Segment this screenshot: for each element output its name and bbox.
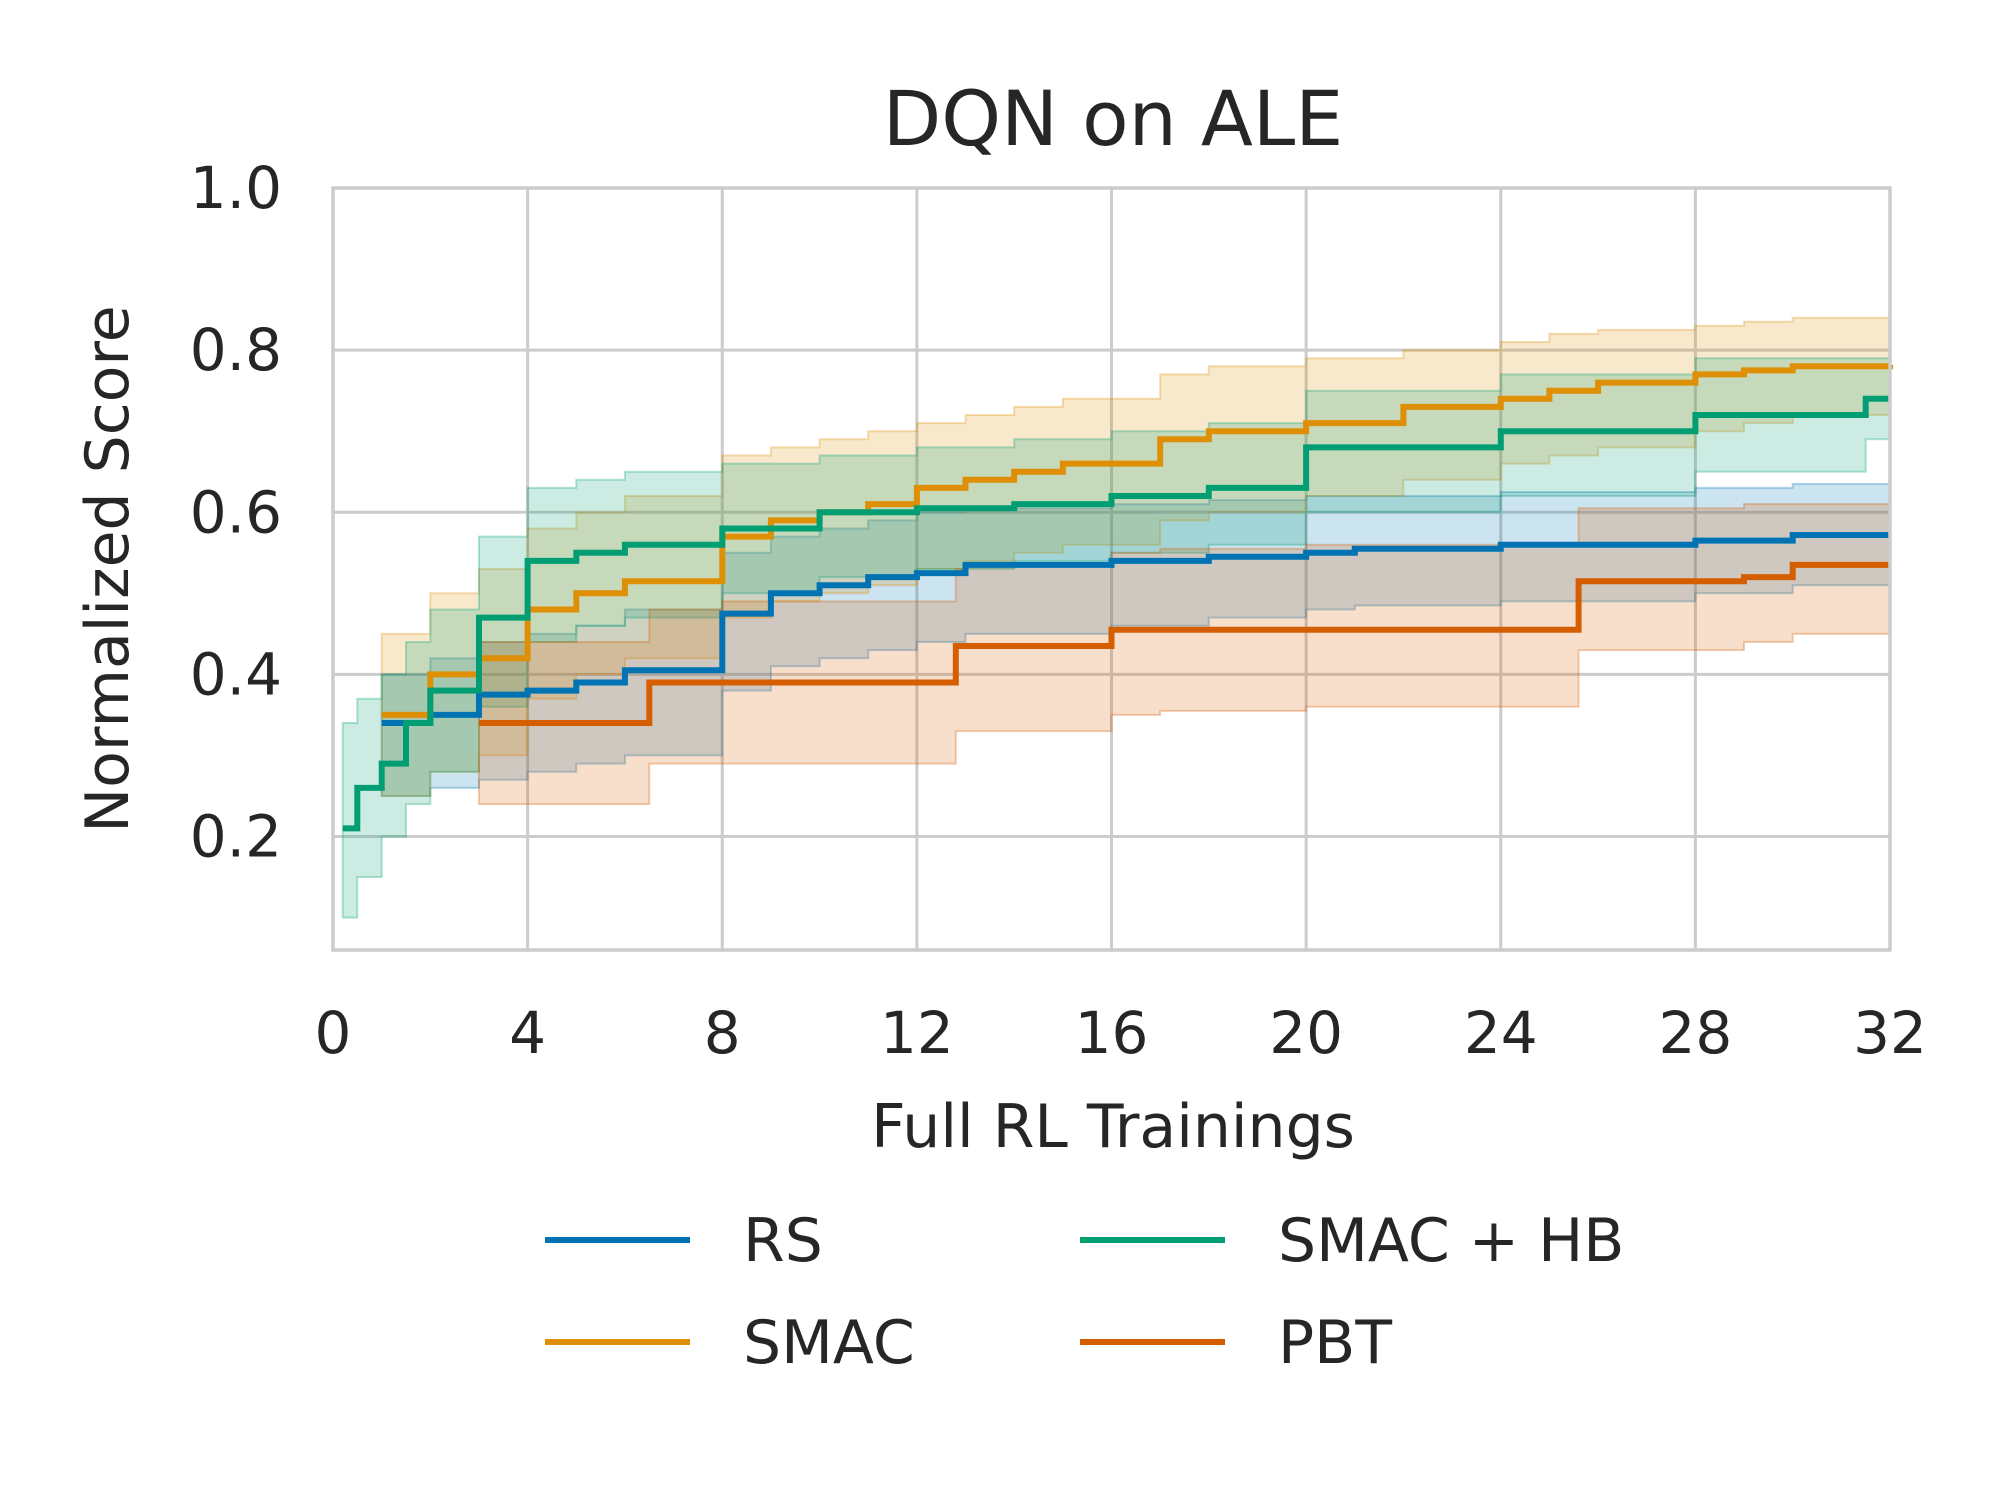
y-tick-label: 1.0 [190, 154, 282, 222]
chart-title: DQN on ALE [883, 74, 1344, 163]
y-tick-labels: 0.2 0.4 0.6 0.8 1.0 [190, 154, 282, 871]
x-tick-label: 16 [1075, 999, 1149, 1067]
y-tick-label: 0.2 [190, 803, 282, 871]
line-rs [381, 532, 1890, 726]
band-rs [380, 482, 1891, 797]
legend: RS SMAC SMAC + HB PBT [545, 1206, 1624, 1378]
y-tick-label: 0.6 [190, 478, 282, 546]
y-tick-label: 0.4 [190, 640, 282, 708]
x-tick-label: 24 [1464, 999, 1538, 1067]
y-tick-label: 0.8 [190, 316, 282, 384]
legend-label-rs: RS [743, 1206, 823, 1276]
x-tick-label: 0 [315, 999, 352, 1067]
legend-label-smac: SMAC [743, 1308, 915, 1378]
x-tick-label: 32 [1853, 999, 1927, 1067]
legend-label-pbt: PBT [1278, 1308, 1392, 1378]
plot-frame [331, 186, 1892, 952]
line-smac-hb [342, 395, 1890, 832]
line-smac [381, 363, 1893, 718]
band-smac-hb [341, 357, 1891, 919]
x-tick-label: 8 [704, 999, 741, 1067]
line-pbt [479, 561, 1890, 726]
x-axis-label: Full RL Trainings [871, 1092, 1355, 1162]
x-tick-label: 28 [1658, 999, 1732, 1067]
x-tick-label: 4 [509, 999, 546, 1067]
confidence-bands [341, 316, 1891, 919]
x-tick-labels: 0 4 8 12 16 20 24 28 32 [315, 999, 1927, 1067]
x-tick-label: 12 [880, 999, 954, 1067]
x-tick-label: 20 [1269, 999, 1343, 1067]
legend-label-smac-hb: SMAC + HB [1278, 1206, 1624, 1276]
series-lines [342, 363, 1893, 832]
y-axis-label: Normalized Score [73, 305, 143, 832]
